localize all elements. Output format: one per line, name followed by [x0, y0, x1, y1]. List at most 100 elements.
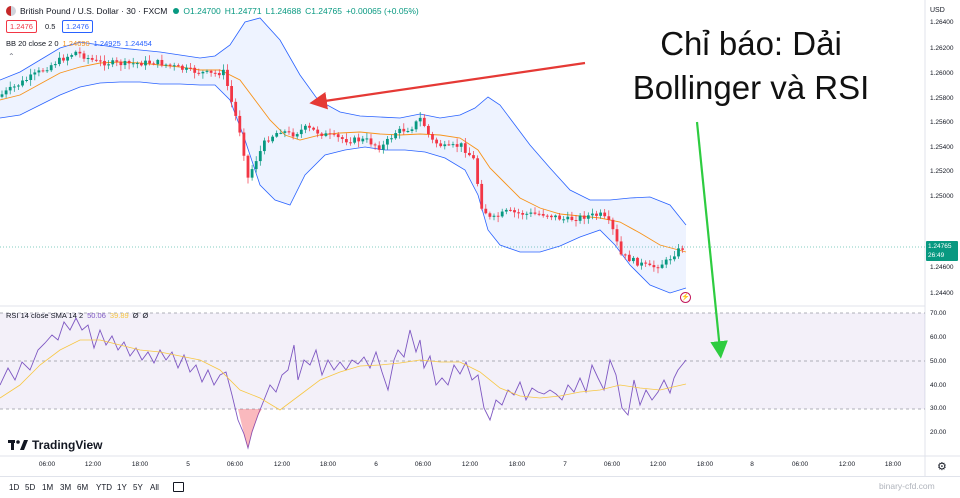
candle-body [111, 60, 115, 65]
candle-body [304, 125, 307, 130]
candle-body [664, 259, 668, 265]
candle-body [578, 215, 582, 221]
symbol-title[interactable]: British Pound / U.S. Dollar · 30 · FXCM [20, 6, 168, 16]
candle-body [480, 183, 484, 209]
candle-body [357, 137, 361, 142]
candle-body [517, 212, 520, 214]
currency-label[interactable]: USD [930, 7, 945, 14]
candle-body [238, 115, 242, 133]
candle-body [78, 51, 82, 54]
candle-body [168, 64, 172, 66]
bb-lower-line [0, 81, 687, 294]
candle-body [94, 59, 98, 61]
time-tick-label: 12:00 [461, 461, 479, 468]
candle-body [103, 60, 106, 66]
candle-body [619, 241, 623, 255]
candle-body [340, 137, 344, 140]
time-tick-label: 06:00 [38, 461, 56, 468]
candle-body [488, 213, 492, 217]
sell-button[interactable]: 1.2476 [6, 20, 37, 33]
candle-body [599, 212, 602, 216]
candle-body [328, 133, 332, 135]
range-button-1y[interactable]: 1Y [117, 483, 127, 492]
candle-body [422, 117, 426, 126]
time-tick-label: 18:00 [131, 461, 149, 468]
candle-body [521, 213, 525, 215]
collapse-legend-icon[interactable]: ⌃ [8, 52, 19, 61]
rsi-legend[interactable]: RSI 14 close SMA 14 2 50.06 39.89 Ø Ø [6, 311, 152, 320]
bb-upper-line [0, 17, 687, 226]
range-button-5y[interactable]: 5Y [133, 483, 143, 492]
candle-body [193, 67, 197, 73]
candle-body [361, 138, 365, 142]
time-tick-label: 18:00 [884, 461, 902, 468]
range-button-all[interactable]: All [150, 483, 159, 492]
candle-body [156, 59, 160, 65]
candle-body [656, 267, 660, 269]
tradingview-logo[interactable]: TradingView [8, 438, 102, 452]
ohlc-low: L1.24688 [265, 6, 302, 16]
candle-body [386, 138, 389, 145]
candle-body [410, 129, 414, 132]
candle-body [398, 128, 402, 134]
candle-body [58, 57, 61, 65]
price-tick-label: 1.26000 [930, 70, 954, 77]
candle-body [316, 129, 320, 134]
gear-icon[interactable]: ⚙ [937, 461, 947, 473]
candle-body [308, 125, 311, 128]
candle-body [627, 254, 631, 262]
candle-body [4, 90, 8, 95]
candle-body [275, 133, 279, 137]
chevron-up-icon: ⌃ [8, 52, 15, 61]
candle-body [295, 134, 299, 137]
current-price-value: 1.24765 [928, 243, 952, 250]
rsi-tick-label: 20.00 [930, 429, 947, 436]
candle-body [349, 142, 352, 144]
lightning-icon[interactable]: ⚡ [680, 292, 691, 303]
rsi-sma-line [0, 339, 687, 411]
candle-body [365, 138, 369, 140]
candle-body [615, 229, 619, 242]
candle-body [525, 213, 529, 215]
gbp-flag-icon [6, 6, 16, 16]
candle-body [172, 65, 176, 67]
price-tick-label: 1.25000 [930, 193, 954, 200]
range-button-5d[interactable]: 5D [25, 483, 36, 492]
candle-body [242, 132, 246, 156]
candle-body [353, 137, 356, 143]
buy-button[interactable]: 1.2476 [62, 20, 93, 33]
candle-body [447, 144, 451, 146]
candle-body [390, 138, 393, 140]
symbol-legend[interactable]: British Pound / U.S. Dollar · 30 · FXCM … [6, 6, 423, 16]
range-button-1d[interactable]: 1D [9, 483, 20, 492]
candle-body [332, 133, 336, 135]
candle-body [291, 132, 295, 137]
calendar-icon[interactable] [173, 482, 184, 492]
candle-body [201, 71, 205, 74]
candle-body [86, 58, 90, 60]
candle-body [324, 133, 328, 136]
candle-body [115, 60, 119, 62]
range-button-1m[interactable]: 1M [42, 483, 54, 492]
candle-body [472, 155, 475, 159]
red-arrow [309, 61, 586, 110]
candle-body [271, 136, 274, 142]
candle-body [513, 210, 516, 213]
candle-body [144, 60, 147, 66]
candle-body [176, 65, 180, 67]
candle-body [230, 85, 233, 102]
tradingview-logo-icon [8, 440, 28, 450]
price-tick-label: 1.24600 [930, 264, 954, 271]
bb-legend[interactable]: BB 20 close 2 0 1.24690 1.24925 1.24454 [6, 39, 156, 48]
candle-body [648, 263, 652, 266]
time-tick-label: 06:00 [603, 461, 621, 468]
bb-upper-value: 1.24925 [93, 39, 121, 48]
range-button-ytd[interactable]: YTD [96, 483, 112, 492]
candle-body [566, 216, 570, 220]
range-button-6m[interactable]: 6M [77, 483, 89, 492]
rsi-sma-value: 39.89 [109, 311, 129, 320]
price-tick-label: 1.26200 [930, 45, 954, 52]
range-button-3m[interactable]: 3M [60, 483, 72, 492]
